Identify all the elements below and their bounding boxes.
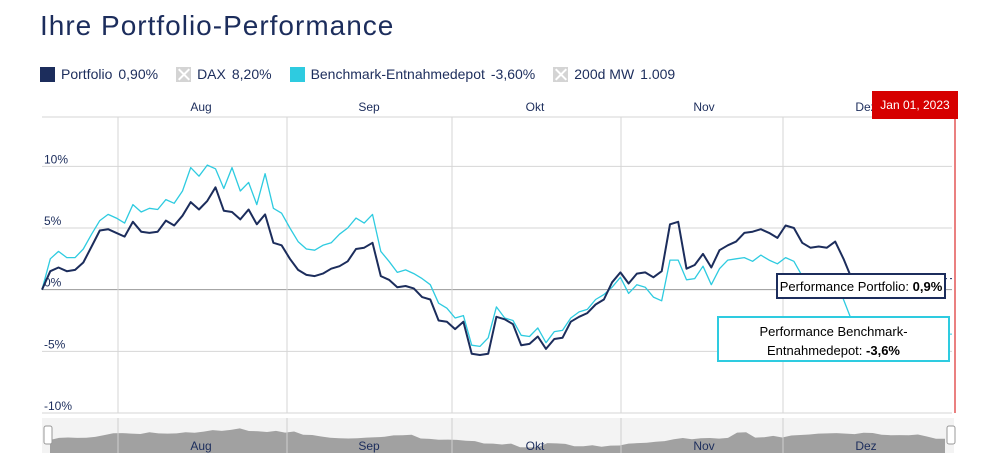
legend-label-200d-mw: 200d MW [574, 66, 635, 82]
x-tick-label: Okt [526, 100, 545, 114]
y-tick-label: 10% [44, 152, 68, 166]
legend-swatch-portfolio [40, 66, 55, 82]
tooltip-portfolio-label: Performance Portfolio: [779, 279, 910, 294]
legend-label-portfolio: Portfolio [61, 66, 113, 82]
legend-label-benchmark: Benchmark-Entnahmedepot [310, 66, 485, 82]
y-tick-label: 0% [44, 276, 62, 290]
legend-item-dax[interactable]: DAX 8,20% [176, 66, 272, 82]
legend-swatch-benchmark [289, 66, 305, 82]
legend-value-dax: 8,20% [231, 66, 272, 82]
navigator-tick-label: Okt [526, 439, 545, 453]
legend-item-200d-mw[interactable]: 200d MW 1.009 [553, 66, 675, 82]
navigator-tick-label: Aug [190, 439, 211, 453]
y-tick-label: -10% [44, 399, 72, 413]
navigator-handle-right[interactable] [946, 425, 956, 445]
disabled-cross-icon [553, 66, 569, 82]
legend-value-portfolio: 0,90% [118, 66, 159, 82]
navigator-tick-label: Nov [693, 439, 714, 453]
legend-value-200d-mw: 1.009 [640, 66, 676, 82]
tooltip-benchmark: Performance Benchmark- Entnahmedepot: -3… [717, 316, 950, 362]
y-tick-label: 5% [44, 214, 62, 228]
navigator-tick-label: Sep [358, 439, 380, 453]
series-line-portfolio [41, 186, 860, 356]
tooltip-benchmark-label-line2: Entnahmedepot: [767, 343, 863, 358]
tooltip-benchmark-value: -3,6% [866, 343, 900, 358]
legend-value-benchmark: -3,60% [490, 66, 536, 82]
x-tick-label: Sep [358, 100, 380, 114]
tooltip-portfolio-value: 0,9% [912, 279, 943, 294]
disabled-cross-icon [176, 66, 192, 82]
navigator-area [50, 428, 945, 453]
series-line-benchmark-entnahmedepot [41, 164, 861, 348]
legend-item-portfolio[interactable]: Portfolio 0,90% [40, 66, 158, 82]
x-tick-label: Dez [855, 100, 876, 114]
x-tick-label: Nov [693, 100, 714, 114]
x-tick-label: Aug [190, 100, 211, 114]
crosshair-date-label: Jan 01, 2023 [872, 91, 958, 119]
page-title: Ihre Portfolio-Performance [40, 10, 395, 41]
tooltip-portfolio: Performance Portfolio: 0,9% [776, 273, 946, 299]
navigator-tick-label: Dez [855, 439, 876, 453]
navigator-handle-left[interactable] [43, 425, 53, 445]
y-tick-label: -5% [44, 337, 66, 351]
legend-label-dax: DAX [197, 66, 226, 82]
tooltip-benchmark-label-line1: Performance Benchmark- [759, 324, 908, 339]
chart-legend: Portfolio 0,90% DAX 8,20% Benchmark-Entn… [40, 66, 675, 82]
legend-item-benchmark[interactable]: Benchmark-Entnahmedepot -3,60% [289, 66, 536, 82]
